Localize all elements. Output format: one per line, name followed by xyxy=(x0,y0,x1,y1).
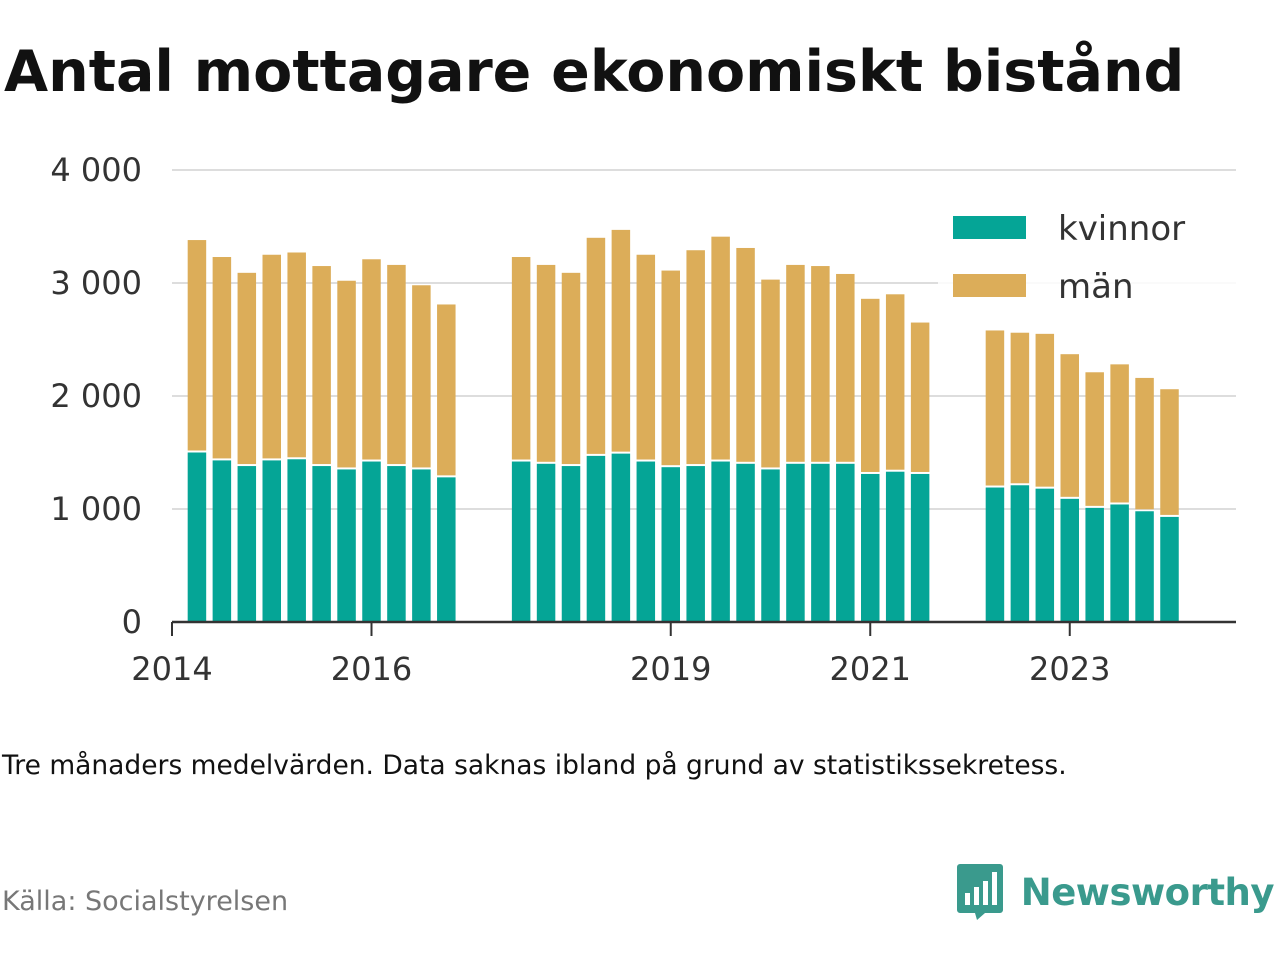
bar-man xyxy=(187,240,207,451)
bar-man xyxy=(511,257,531,460)
bar-kvinnor xyxy=(237,466,257,622)
y-tick-label: 0 xyxy=(122,603,142,641)
legend-swatch xyxy=(953,274,1026,297)
bar-kvinnor xyxy=(287,459,306,622)
bar-kvinnor xyxy=(611,453,631,622)
x-tick-label: 2021 xyxy=(830,650,911,688)
bar-kvinnor xyxy=(337,469,356,622)
bar-kvinnor xyxy=(910,473,930,622)
bar-kvinnor xyxy=(711,461,730,622)
bar-kvinnor xyxy=(511,461,531,622)
bar-kvinnor xyxy=(312,466,331,622)
newsworthy-logo-icon xyxy=(956,864,1003,920)
bar-chart: 2014 2016 2019 2021 2023 0 1 000 2 000 3 000 4 0… xyxy=(50,151,1238,688)
bar-man xyxy=(686,250,705,465)
bar-kvinnor xyxy=(836,463,855,622)
bar-kvinnor xyxy=(811,463,830,622)
bar-man xyxy=(761,279,780,468)
x-axis: 2014 2016 2019 2021 2023 xyxy=(131,620,1236,688)
bar-kvinnor xyxy=(1135,511,1154,622)
bar-kvinnor xyxy=(586,455,606,622)
bar-man xyxy=(836,273,855,462)
bar-man xyxy=(1110,364,1129,503)
y-tick-label: 3 000 xyxy=(50,264,142,302)
bar-kvinnor xyxy=(1160,516,1179,622)
bar-man xyxy=(636,254,656,460)
bar-man xyxy=(262,254,281,459)
bar-man xyxy=(861,298,880,472)
bar-kvinnor xyxy=(1010,485,1030,622)
bar-kvinnor xyxy=(1035,488,1055,622)
bar-man xyxy=(661,270,680,466)
bar-man xyxy=(1160,389,1179,515)
bar-kvinnor xyxy=(1110,504,1129,622)
legend-label: kvinnor xyxy=(1058,209,1185,249)
bar-man xyxy=(1085,372,1104,506)
brand-name: Newsworthy xyxy=(1020,870,1275,914)
bar-kvinnor xyxy=(412,469,431,622)
legend-swatch xyxy=(953,216,1026,239)
bar-man xyxy=(237,272,257,465)
chart-note: Tre månaders medelvärden. Data saknas ib… xyxy=(2,750,1067,781)
bar-man xyxy=(1060,354,1079,497)
bar-man xyxy=(910,322,930,472)
y-axis-labels: 0 1 000 2 000 3 000 4 000 xyxy=(50,151,142,641)
bar-man xyxy=(586,237,606,454)
bar-kvinnor xyxy=(636,461,656,622)
legend-label: män xyxy=(1058,267,1134,307)
bar-kvinnor xyxy=(985,487,1005,622)
x-tick-label: 2019 xyxy=(630,650,711,688)
bar-man xyxy=(811,266,830,462)
bar-kvinnor xyxy=(362,461,381,622)
bar-kvinnor xyxy=(885,471,905,622)
bar-kvinnor xyxy=(761,469,780,622)
y-tick-label: 1 000 xyxy=(50,490,142,528)
bar-kvinnor xyxy=(262,460,281,622)
bar-man xyxy=(412,285,431,468)
bar-man xyxy=(1035,333,1055,487)
bar-kvinnor xyxy=(1085,507,1104,622)
source-label: Källa: Socialstyrelsen xyxy=(2,886,289,917)
bar-man xyxy=(561,272,581,465)
y-tick-label: 2 000 xyxy=(50,377,142,415)
x-tick-label: 2016 xyxy=(331,650,412,688)
bar-man xyxy=(711,236,730,460)
bar-man xyxy=(536,264,556,462)
bar-kvinnor xyxy=(561,466,581,622)
brand-logo[interactable]: Newsworthy xyxy=(955,862,1275,922)
bar-man xyxy=(885,294,905,470)
bar-man xyxy=(1010,332,1030,484)
bar-man xyxy=(337,280,356,468)
bars xyxy=(187,229,1179,622)
bar-kvinnor xyxy=(536,463,556,622)
bar-man xyxy=(985,330,1005,486)
bar-kvinnor xyxy=(1060,498,1079,622)
x-tick-label: 2014 xyxy=(131,650,212,688)
bar-kvinnor xyxy=(861,473,880,622)
bar-man xyxy=(786,264,805,462)
bar-man xyxy=(736,247,755,462)
bar-kvinnor xyxy=(437,477,456,622)
bar-kvinnor xyxy=(387,466,406,622)
bar-kvinnor xyxy=(686,466,705,622)
bar-kvinnor xyxy=(661,467,680,622)
bar-kvinnor xyxy=(786,463,805,622)
bar-man xyxy=(437,304,456,476)
bar-man xyxy=(611,229,631,452)
bar-man xyxy=(362,259,381,460)
bar-man xyxy=(387,264,406,465)
x-tick-label: 2023 xyxy=(1029,650,1110,688)
bar-kvinnor xyxy=(212,460,232,622)
bar-man xyxy=(212,257,232,459)
bar-man xyxy=(287,252,306,458)
bar-kvinnor xyxy=(187,452,207,622)
legend: kvinnor män xyxy=(938,202,1238,320)
y-tick-label: 4 000 xyxy=(50,151,142,189)
bar-man xyxy=(1135,377,1154,510)
bar-kvinnor xyxy=(736,463,755,622)
bar-man xyxy=(312,266,331,465)
chart-title: Antal mottagare ekonomiskt bistånd xyxy=(4,39,1185,105)
